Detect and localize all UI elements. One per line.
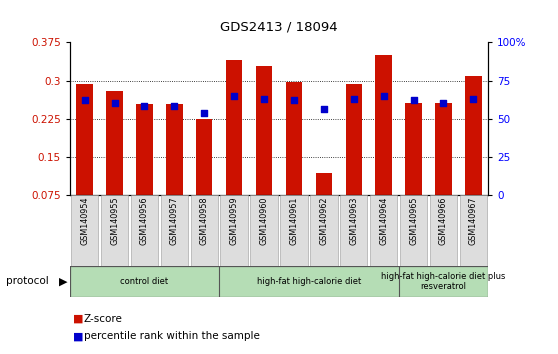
Bar bbox=[280, 195, 307, 266]
Point bbox=[379, 93, 388, 98]
Text: GSM140965: GSM140965 bbox=[409, 197, 418, 245]
Bar bbox=[70, 266, 219, 297]
Bar bbox=[226, 60, 242, 195]
Text: GSM140960: GSM140960 bbox=[259, 197, 268, 245]
Bar bbox=[370, 195, 397, 266]
Bar bbox=[76, 84, 93, 195]
Text: GSM140954: GSM140954 bbox=[80, 197, 89, 245]
Point bbox=[170, 104, 179, 109]
Text: GSM140955: GSM140955 bbox=[110, 197, 119, 245]
Text: ■: ■ bbox=[73, 331, 83, 341]
Bar bbox=[465, 76, 482, 195]
Bar bbox=[107, 91, 123, 195]
Point bbox=[319, 107, 328, 112]
Bar bbox=[376, 55, 392, 195]
Text: high-fat high-calorie diet plus
resveratrol: high-fat high-calorie diet plus resverat… bbox=[381, 272, 506, 291]
Bar bbox=[340, 195, 368, 266]
Point bbox=[469, 96, 478, 102]
Bar bbox=[251, 195, 278, 266]
Text: Z-score: Z-score bbox=[84, 314, 123, 324]
Text: GSM140956: GSM140956 bbox=[140, 197, 149, 245]
Bar bbox=[101, 195, 128, 266]
Text: GSM140961: GSM140961 bbox=[290, 197, 299, 245]
Text: GDS2413 / 18094: GDS2413 / 18094 bbox=[220, 21, 338, 34]
Bar bbox=[430, 195, 457, 266]
Point bbox=[230, 93, 239, 98]
Bar bbox=[398, 266, 488, 297]
Point bbox=[439, 101, 448, 106]
Bar bbox=[219, 266, 398, 297]
Point bbox=[290, 97, 299, 103]
Text: control diet: control diet bbox=[121, 277, 169, 286]
Bar bbox=[310, 195, 338, 266]
Bar bbox=[196, 119, 213, 195]
Bar bbox=[166, 104, 182, 195]
Bar bbox=[220, 195, 248, 266]
Text: GSM140964: GSM140964 bbox=[379, 197, 388, 245]
Text: GSM140959: GSM140959 bbox=[230, 197, 239, 245]
Bar bbox=[190, 195, 218, 266]
Point bbox=[409, 97, 418, 103]
Text: GSM140966: GSM140966 bbox=[439, 197, 448, 245]
Bar bbox=[435, 103, 451, 195]
Bar bbox=[161, 195, 188, 266]
Text: ▶: ▶ bbox=[59, 276, 67, 286]
Bar bbox=[345, 84, 362, 195]
Bar bbox=[405, 103, 422, 195]
Point bbox=[259, 96, 268, 102]
Bar bbox=[136, 104, 153, 195]
Text: GSM140962: GSM140962 bbox=[319, 197, 328, 245]
Text: GSM140967: GSM140967 bbox=[469, 197, 478, 245]
Text: ■: ■ bbox=[73, 314, 83, 324]
Bar bbox=[71, 195, 98, 266]
Bar bbox=[460, 195, 487, 266]
Text: GSM140963: GSM140963 bbox=[349, 197, 358, 245]
Point bbox=[140, 104, 149, 109]
Text: high-fat high-calorie diet: high-fat high-calorie diet bbox=[257, 277, 361, 286]
Text: GSM140957: GSM140957 bbox=[170, 197, 179, 245]
Point bbox=[110, 101, 119, 106]
Point bbox=[200, 110, 209, 115]
Bar bbox=[316, 173, 332, 195]
Bar bbox=[256, 66, 272, 195]
Point bbox=[349, 96, 358, 102]
Point bbox=[80, 97, 89, 103]
Bar bbox=[286, 81, 302, 195]
Bar bbox=[131, 195, 158, 266]
Text: GSM140958: GSM140958 bbox=[200, 197, 209, 245]
Text: protocol: protocol bbox=[6, 276, 49, 286]
Text: percentile rank within the sample: percentile rank within the sample bbox=[84, 331, 259, 341]
Bar bbox=[400, 195, 427, 266]
